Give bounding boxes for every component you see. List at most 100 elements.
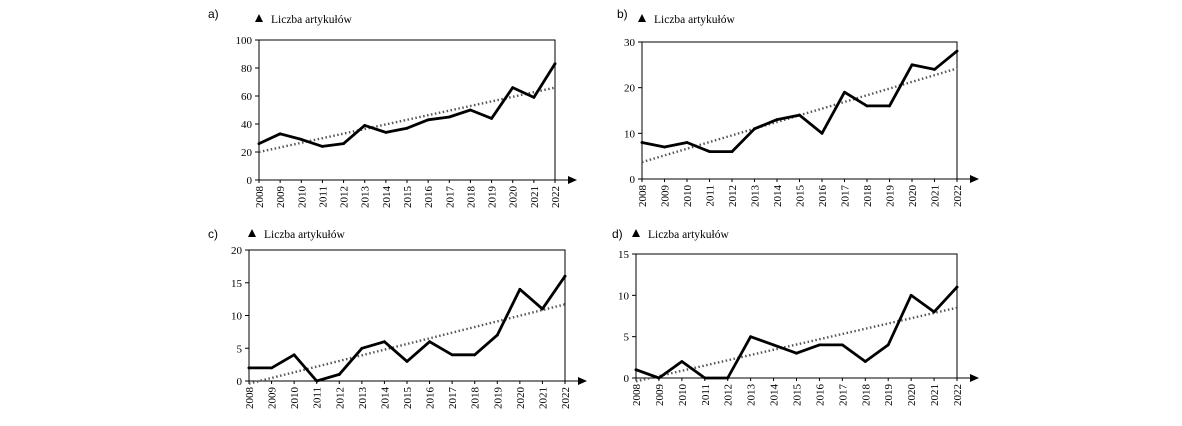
data-point <box>532 96 536 99</box>
y-tick-label: 80 <box>241 63 253 75</box>
y-tick-label: 0 <box>237 376 243 388</box>
data-point <box>450 353 454 357</box>
data-point <box>405 359 409 363</box>
data-point <box>933 68 936 71</box>
data-point <box>247 366 251 370</box>
chart-panel-d: d) Liczba artykułów 0 5 10 15 2008 2009 2010 2011… <box>612 227 979 406</box>
x-tick-label: 2020 <box>515 387 527 410</box>
x-tick-label: 2014 <box>769 384 781 407</box>
data-point <box>657 376 661 380</box>
x-tick-label: 2017 <box>447 387 459 410</box>
x-tick-label: 2022 <box>952 384 964 406</box>
x-tick-label: 2021 <box>930 185 942 207</box>
y-axis-label: Liczba artykułów <box>648 229 729 241</box>
y-tick-label: 15 <box>231 278 243 290</box>
data-point <box>342 142 345 146</box>
y-tick-label: 40 <box>241 119 253 131</box>
x-tick-label: 2016 <box>814 384 826 407</box>
data-point <box>447 115 451 119</box>
data-point <box>426 118 430 122</box>
data-point <box>888 104 891 108</box>
x-tick-label: 2020 <box>907 185 919 208</box>
data-point <box>663 145 666 149</box>
y-tick-label: 5 <box>624 332 630 344</box>
y-tick-label: 10 <box>624 128 636 140</box>
data-point <box>321 145 324 148</box>
y-axis-label: Liczba artykułów <box>654 14 735 26</box>
x-tick-label: 2012 <box>727 185 739 207</box>
x-tick-label: 2020 <box>906 384 918 407</box>
data-point <box>257 142 261 146</box>
x-tick-label: 2009 <box>275 186 287 209</box>
data-point <box>863 360 867 363</box>
x-tick-label: 2011 <box>705 185 717 207</box>
x-tick-label: 2018 <box>862 185 874 208</box>
y-tick-label: 0 <box>630 174 636 186</box>
y-tick-label: 30 <box>624 37 636 49</box>
data-point <box>541 307 544 311</box>
series-line <box>247 274 567 383</box>
x-tick-label: 2021 <box>537 387 549 409</box>
plot-frame <box>258 39 556 181</box>
x-tick-label: 2009 <box>654 384 666 407</box>
data-point <box>315 379 319 383</box>
x-tick-label: 2022 <box>560 387 572 409</box>
data-point <box>818 343 821 347</box>
x-tick-label: 2015 <box>402 186 414 209</box>
series-line <box>634 285 959 380</box>
x-tick-label: 2016 <box>817 185 829 208</box>
x-tick-label: 2016 <box>423 186 435 209</box>
y-axis-arrow <box>255 14 263 22</box>
data-point <box>726 376 730 380</box>
data-point <box>730 150 734 154</box>
x-tick-label: 2019 <box>885 185 897 208</box>
x-axis-arrow <box>568 176 577 184</box>
data-point <box>292 353 296 357</box>
x-tick-label: 2015 <box>402 387 414 410</box>
x-tick-label: 2015 <box>795 185 807 208</box>
data-point <box>932 310 936 314</box>
y-tick-label: 20 <box>241 147 253 159</box>
x-tick-label: 2019 <box>492 387 504 410</box>
x-tick-label: 2011 <box>312 387 324 409</box>
data-point <box>703 376 707 380</box>
y-tick-label: 10 <box>231 311 243 323</box>
data-point <box>384 131 388 134</box>
plot-frame <box>635 253 958 379</box>
chart-panel-b: b) Liczba artykułów 0 10 20 30 2008 2009 2010 201… <box>617 7 979 207</box>
x-tick-label: 2008 <box>637 185 649 208</box>
data-point <box>490 117 493 120</box>
data-point <box>634 368 638 372</box>
y-axis-label: Liczba artykułów <box>271 14 352 26</box>
data-point <box>909 293 913 297</box>
chart-panel-c: c) Liczba artykułów 0 5 10 15 20 2008 2009 2010 20… <box>208 227 587 409</box>
data-point <box>775 118 779 122</box>
data-point <box>955 285 959 289</box>
x-tick-label: 2008 <box>254 186 266 209</box>
plot-frame <box>641 41 958 180</box>
data-point <box>640 141 644 144</box>
x-tick-label: 2021 <box>529 186 541 208</box>
data-point <box>469 108 472 112</box>
y-tick-label: 0 <box>624 373 630 385</box>
data-point <box>685 141 689 144</box>
data-point <box>840 343 844 347</box>
y-axis-arrow <box>248 229 256 237</box>
x-axis-arrow <box>578 377 587 385</box>
chart-panel-a: a) Liczba artykułów 0 20 40 60 80 100 2008 2009 20… <box>208 7 577 208</box>
x-tick-label: 2008 <box>631 384 643 407</box>
x-tick-label: 2008 <box>244 387 256 410</box>
data-point <box>428 340 431 344</box>
y-tick-label: 100 <box>236 35 253 47</box>
data-point <box>772 343 775 347</box>
data-point <box>278 132 282 136</box>
data-point <box>708 150 711 154</box>
x-tick-label: 2017 <box>444 186 456 209</box>
data-point <box>563 274 567 278</box>
data-point <box>360 346 364 350</box>
x-tick-label: 2010 <box>682 185 694 208</box>
data-point <box>910 63 914 67</box>
data-point <box>798 113 801 117</box>
x-tick-label: 2019 <box>883 384 895 407</box>
